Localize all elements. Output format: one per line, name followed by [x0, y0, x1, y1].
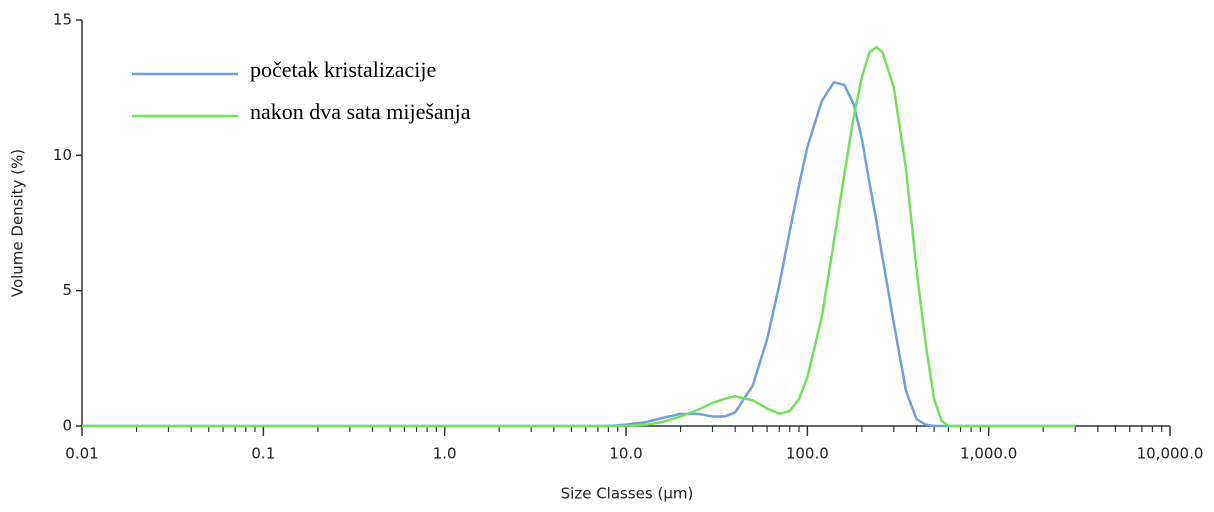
legend-label: početak kristalizacije [250, 57, 436, 82]
x-tick-label: 1,000.0 [960, 445, 1017, 463]
x-tick-label: 10.0 [609, 445, 642, 463]
x-tick-label: 10,000.0 [1137, 445, 1204, 463]
x-axis-label: Size Classes (µm) [561, 485, 694, 503]
x-tick-label: 100.0 [786, 445, 829, 463]
y-tick-label: 15 [53, 11, 72, 29]
y-tick-label: 5 [62, 281, 72, 299]
line-series [82, 81, 1076, 428]
x-tick-label: 0.1 [251, 445, 275, 463]
y-axis-label: Volume Density (%) [9, 149, 27, 297]
x-tick-label: 0.01 [65, 445, 98, 463]
legend-label: nakon dva sata miješanja [250, 99, 471, 124]
x-tick-label: 1.0 [433, 445, 457, 463]
line-series [82, 45, 1076, 428]
y-tick-label: 0 [62, 417, 72, 435]
y-tick-label: 10 [53, 146, 72, 164]
